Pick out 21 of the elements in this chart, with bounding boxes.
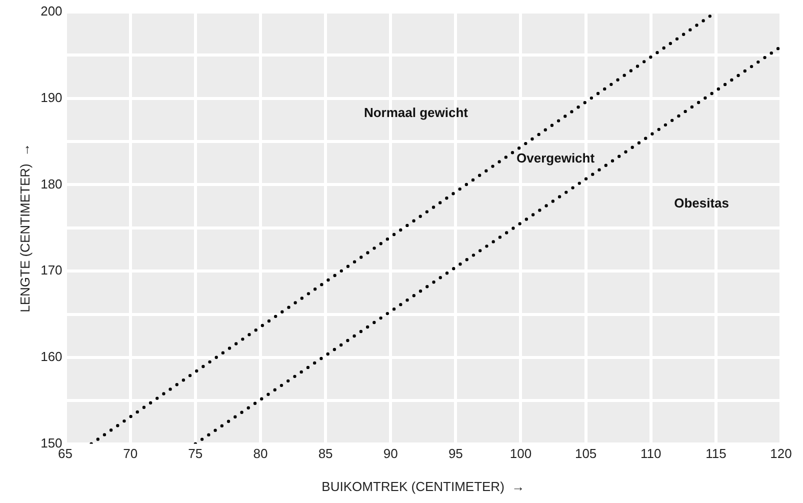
x-tick-label: 80 <box>253 446 268 462</box>
x-tick-label: 95 <box>448 446 463 462</box>
x-tick-label: 90 <box>383 446 398 462</box>
x-tick-label: 120 <box>770 446 792 462</box>
x-tick-label: 75 <box>188 446 203 462</box>
x-tick-label: 105 <box>574 446 597 462</box>
y-tick-label: 190 <box>40 90 62 105</box>
x-tick-label: 85 <box>318 446 333 462</box>
y-tick-label: 170 <box>40 262 62 278</box>
x-tick-label: 110 <box>640 446 662 462</box>
x-tick-label: 70 <box>123 446 138 462</box>
y-tick-label: 200 <box>40 4 62 19</box>
y-tick-label: 160 <box>40 349 62 364</box>
x-tick-label: 115 <box>706 446 726 462</box>
annotation: Obesitas <box>674 196 730 211</box>
y-tick-label: 180 <box>40 176 62 192</box>
annotation: Normaal gewicht <box>364 105 469 120</box>
x-axis-title: BUIKOMTREK (CENTIMETER) → <box>322 478 525 494</box>
y-axis-title: LENGTE (CENTIMETER) → <box>17 143 32 312</box>
annotation: Overgewicht <box>516 150 596 166</box>
x-tick-label: 100 <box>510 446 532 462</box>
